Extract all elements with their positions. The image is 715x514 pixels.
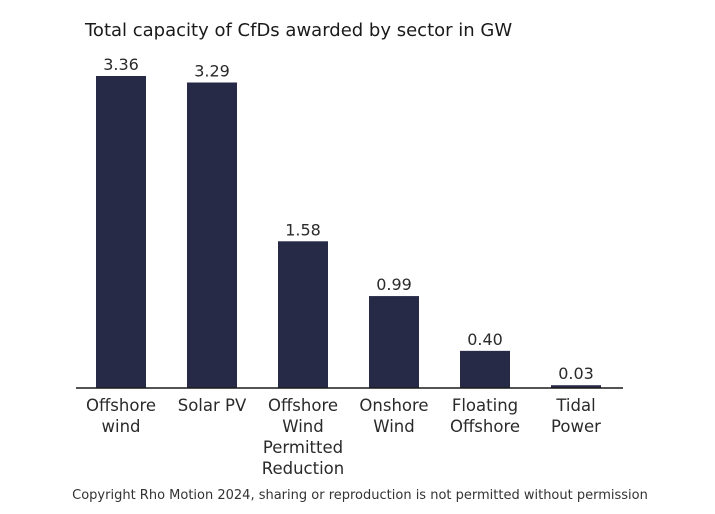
- copyright-footer: Copyright Rho Motion 2024, sharing or re…: [72, 488, 648, 503]
- value-labels-group: 3.36 3.29 1.58 0.99 0.40 0.03: [103, 55, 594, 383]
- bar-0: [96, 76, 146, 388]
- category-label-line: Power: [551, 417, 601, 436]
- bar-1: [187, 82, 237, 388]
- bar-2: [278, 241, 328, 388]
- category-label-line: Reduction: [262, 459, 344, 478]
- data-label-5: 0.03: [558, 364, 594, 383]
- bar-4: [460, 350, 510, 388]
- chart-title: Total capacity of CfDs awarded by sector…: [84, 20, 512, 41]
- category-label-line: Permitted: [263, 438, 343, 457]
- category-label-3: Onshore Wind: [359, 396, 428, 436]
- category-label-0: Offshore wind: [86, 396, 156, 436]
- category-label-line: Floating: [452, 396, 518, 415]
- category-label-line: Tidal: [555, 396, 595, 415]
- category-label-4: Floating Offshore: [450, 396, 520, 436]
- category-label-line: wind: [101, 417, 140, 436]
- bar-5: [551, 385, 601, 388]
- category-label-line: Offshore: [268, 396, 338, 415]
- data-label-1: 3.29: [194, 62, 230, 81]
- category-label-line: Onshore: [359, 396, 428, 415]
- category-label-2: Offshore Wind Permitted Reduction: [262, 396, 344, 478]
- category-label-line: Offshore: [450, 417, 520, 436]
- category-label-line: Wind: [373, 417, 414, 436]
- category-label-line: Wind: [282, 417, 323, 436]
- data-label-0: 3.36: [103, 55, 139, 74]
- category-label-5: Tidal Power: [551, 396, 601, 436]
- data-label-3: 0.99: [376, 275, 412, 294]
- bar-3: [369, 296, 419, 388]
- bars-group: [96, 76, 601, 388]
- category-label-line: Solar PV: [178, 396, 247, 415]
- data-label-2: 1.58: [285, 220, 321, 239]
- category-label-1: Solar PV: [178, 396, 247, 415]
- category-labels-group: Offshore wind Solar PV Offshore Wind Permitte…: [86, 396, 601, 478]
- data-label-4: 0.40: [467, 330, 503, 349]
- category-label-line: Offshore: [86, 396, 156, 415]
